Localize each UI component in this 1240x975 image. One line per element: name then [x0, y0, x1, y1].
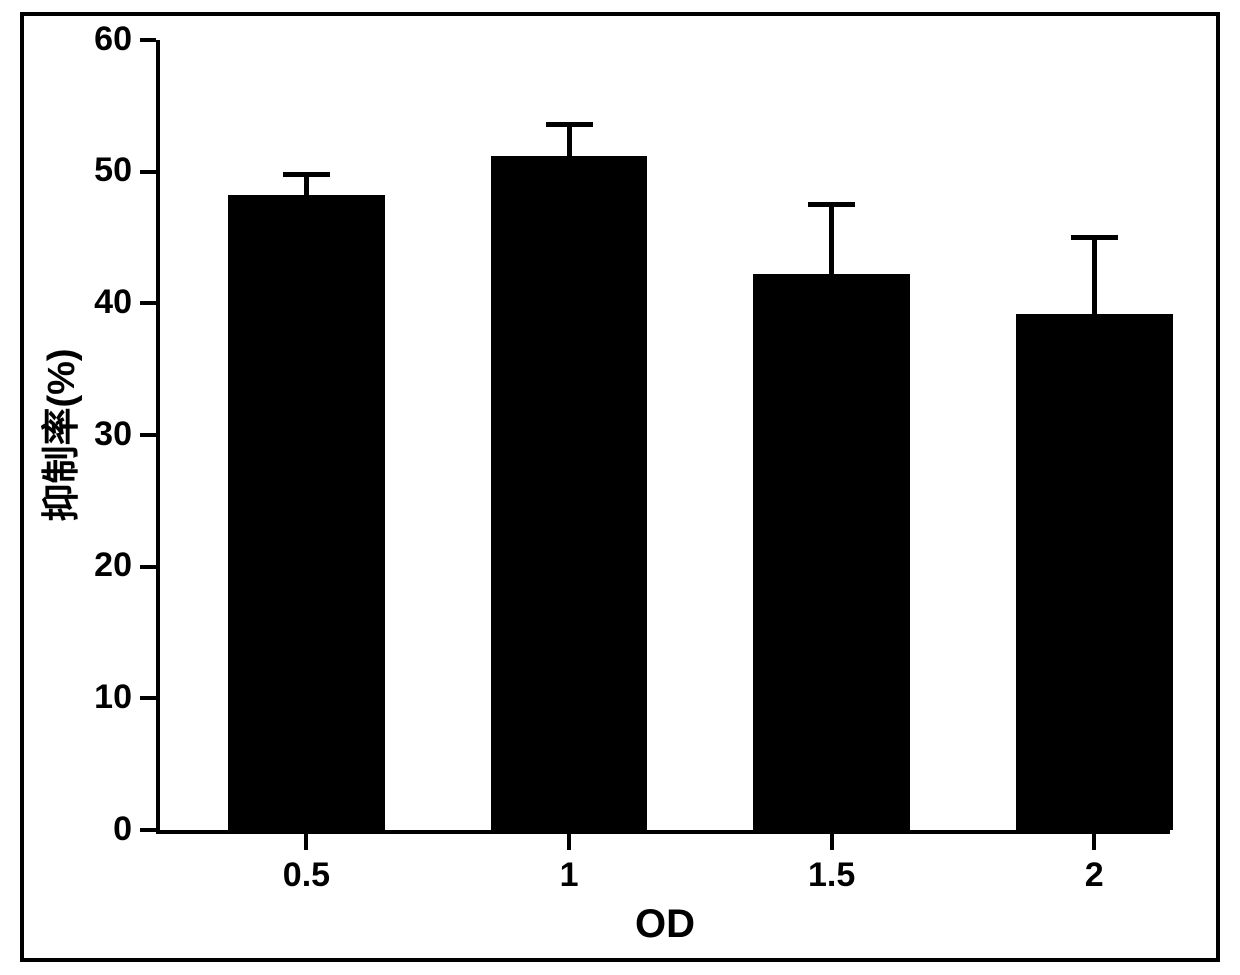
x-tick-label: 0.5: [246, 856, 366, 895]
error-bar-cap: [546, 122, 593, 127]
y-tick-label: 50: [70, 151, 132, 190]
error-bar-cap: [1071, 235, 1118, 240]
y-axis-line: [156, 40, 160, 830]
y-tick-label: 10: [70, 678, 132, 717]
y-axis-title: 抑制率(%): [42, 335, 82, 535]
y-tick-label: 60: [70, 20, 132, 59]
y-tick: [140, 38, 156, 42]
y-tick: [140, 696, 156, 700]
x-tick: [567, 834, 571, 850]
bar: [491, 156, 648, 830]
x-tick: [830, 834, 834, 850]
bar: [1016, 314, 1173, 830]
y-tick-label: 20: [70, 546, 132, 585]
error-bar-stem: [304, 174, 309, 195]
x-tick-label: 2: [1034, 856, 1154, 895]
bar: [228, 195, 385, 830]
error-bar-stem: [1092, 238, 1097, 314]
error-bar-stem: [829, 205, 834, 275]
error-bar-cap: [283, 172, 330, 177]
error-bar-stem: [567, 124, 572, 156]
x-tick-label: 1: [509, 856, 629, 895]
bar: [753, 274, 910, 830]
y-tick: [140, 565, 156, 569]
y-tick: [140, 301, 156, 305]
x-tick-label: 1.5: [772, 856, 892, 895]
y-tick: [140, 170, 156, 174]
x-tick: [1092, 834, 1096, 850]
x-axis-title: OD: [160, 902, 1170, 947]
x-tick: [304, 834, 308, 850]
y-tick: [140, 433, 156, 437]
y-tick-label: 0: [70, 810, 132, 849]
y-tick: [140, 828, 156, 832]
error-bar-cap: [808, 202, 855, 207]
y-tick-label: 40: [70, 283, 132, 322]
